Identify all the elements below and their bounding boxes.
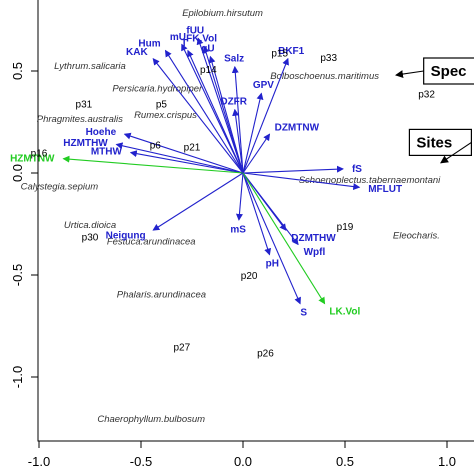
env-arrow-mflut (242, 172, 361, 191)
y-tick-label: -1.0 (10, 366, 25, 388)
site-label-p27: p27 (173, 342, 190, 353)
env-label-neigung: Neigung (106, 230, 146, 241)
callout-box-spec (423, 57, 474, 85)
site-label-p26: p26 (257, 349, 274, 360)
env-label-hum: Hum (138, 38, 160, 49)
species-label-urtica-dioica: Urtica.dioica (64, 220, 116, 231)
site-label-p14: p14 (200, 65, 217, 76)
env-arrow-lk-vol (242, 172, 326, 305)
species-label-phragmites-australis: Phragmites.australis (37, 114, 123, 125)
env-arrow-hzmtnw (62, 155, 244, 174)
env-label-gpv: GPV (253, 80, 274, 91)
env-arrow-ms (235, 172, 244, 221)
x-axis: -1.0 -0.5 0.0 0.5 1.0 (28, 441, 456, 469)
site-label-p21: p21 (184, 143, 201, 154)
env-arrow-hum (164, 49, 244, 174)
species-label-lythrum-salicaria: Lythrum.salicaria (54, 61, 126, 72)
env-label-t: T (181, 38, 187, 49)
plot-frame (37, 0, 474, 442)
env-label-mu: mU (170, 32, 186, 43)
env-label-mflut: MFLUT (368, 184, 402, 195)
site-label-p16: p16 (31, 149, 48, 160)
site-label-p19: p19 (337, 222, 354, 233)
env-arrow-dzfr (232, 108, 244, 174)
env-arrow-kak (152, 57, 244, 174)
y-tick-label: -0.5 (10, 264, 25, 286)
env-label-hoehe: Hoehe (86, 127, 117, 138)
env-label-ph: pH (266, 259, 279, 270)
site-label-p33: p33 (320, 53, 337, 64)
env-label-s: S (300, 307, 307, 318)
species-label-persicaria-hydropiper: Persicaria.hydropiper (112, 83, 203, 94)
y-axis: -1.0 -0.5 0.0 0.5 (10, 62, 38, 388)
callout-text-spec: Spec (431, 63, 467, 80)
species-label-schoenoplectus-tabernaemontani: Schoenoplectus.tabernaemontani (299, 175, 441, 186)
env-label-wpfl: Wpfl (304, 247, 326, 258)
site-label-p6: p6 (150, 141, 162, 152)
env-label-fs: fS (352, 164, 362, 175)
env-label-lk-vol: LK.Vol (329, 307, 360, 318)
env-label-hzmthw: HZMTHW (63, 138, 108, 149)
site-label-p15: p15 (271, 49, 288, 60)
env-arrow-salz (231, 65, 244, 174)
env-label-dzmthw: DZMTHW (291, 233, 336, 244)
callout-text-sites: Sites (416, 134, 452, 151)
env-label-dzmtnw: DZMTNW (275, 122, 320, 133)
species-layer: Epilobium.hirsutum Lythrum.salicaria Bolbo… (21, 8, 442, 425)
env-arrow-fs (242, 165, 344, 174)
env-arrow-mthw (129, 150, 244, 174)
x-tick-label: 0.5 (336, 454, 354, 469)
env-arrow-hoehe (123, 132, 244, 174)
y-tick-label: 0.5 (10, 62, 25, 80)
callout-arrow-spec (395, 70, 424, 79)
x-tick-label: -0.5 (130, 454, 152, 469)
site-label-p31: p31 (76, 100, 93, 111)
env-label-ms: mS (230, 224, 246, 235)
env-label-gu: gU (201, 44, 214, 55)
env-arrow-bkf1 (242, 57, 289, 174)
species-label-chaerophyllum-bulbosum: Chaerophyllum.bulbosum (97, 414, 205, 425)
env-label-hzmtnw: HZMTNW (10, 154, 55, 165)
env-label-kak: KAK (126, 47, 148, 58)
site-label-p5: p5 (156, 100, 168, 111)
site-label-p32: p32 (418, 90, 435, 101)
site-label-p20: p20 (241, 271, 258, 282)
env-label-salz: Salz (224, 53, 244, 64)
x-tick-label: 1.0 (438, 454, 456, 469)
x-tick-label: 0.0 (234, 454, 252, 469)
callout-layer: Spec Sites (395, 57, 474, 164)
env-arrow-gu (208, 55, 244, 174)
env-arrow-dzmtnw (242, 133, 271, 174)
env-arrow-wpfl (242, 172, 299, 246)
env-arrow-t (187, 49, 244, 174)
species-label-bolboschoenus-maritimus: Bolboschoenus.maritimus (270, 71, 379, 82)
species-label-rumex-crispus: Rumex.crispus (134, 110, 197, 121)
env-label-mthw: MTHW (91, 146, 123, 157)
env-label-dzfr: DZFR (220, 96, 247, 107)
env-arrow-hzmthw (115, 142, 244, 174)
callout-arrow-sites (440, 141, 472, 164)
species-label-festuca-arundinacea: Festuca.arundinacea (107, 236, 196, 247)
sites-layer: p15 p33 p14 p5 p31 p32 p21 p6 p16 p19 p30 p20 p27 p26 (31, 49, 436, 360)
env-label-bkf1: BKF1 (278, 46, 305, 57)
site-label-p30: p30 (82, 232, 99, 243)
env-label-fuu: fUU (186, 25, 204, 36)
env-arrow-gpv (242, 92, 264, 174)
env-arrow-ph (242, 172, 271, 256)
species-label-phalaris-arundinacea: Phalaris.arundinacea (117, 289, 206, 300)
env-arrow-neigung (152, 172, 244, 231)
env-arrow-s (242, 172, 301, 305)
env-arrow-fuu (196, 37, 244, 174)
species-label-epilobium-hirsutum: Epilobium.hirsutum (182, 8, 263, 19)
species-label-eleocharis: Eleocharis. (393, 230, 440, 241)
x-tick-label: -1.0 (28, 454, 50, 469)
species-label-calystegia-sepium: Calystegia.sepium (21, 181, 99, 192)
env-label-fk-vol: FK.Vol (186, 33, 217, 44)
y-tick-label: 0.0 (10, 164, 25, 182)
